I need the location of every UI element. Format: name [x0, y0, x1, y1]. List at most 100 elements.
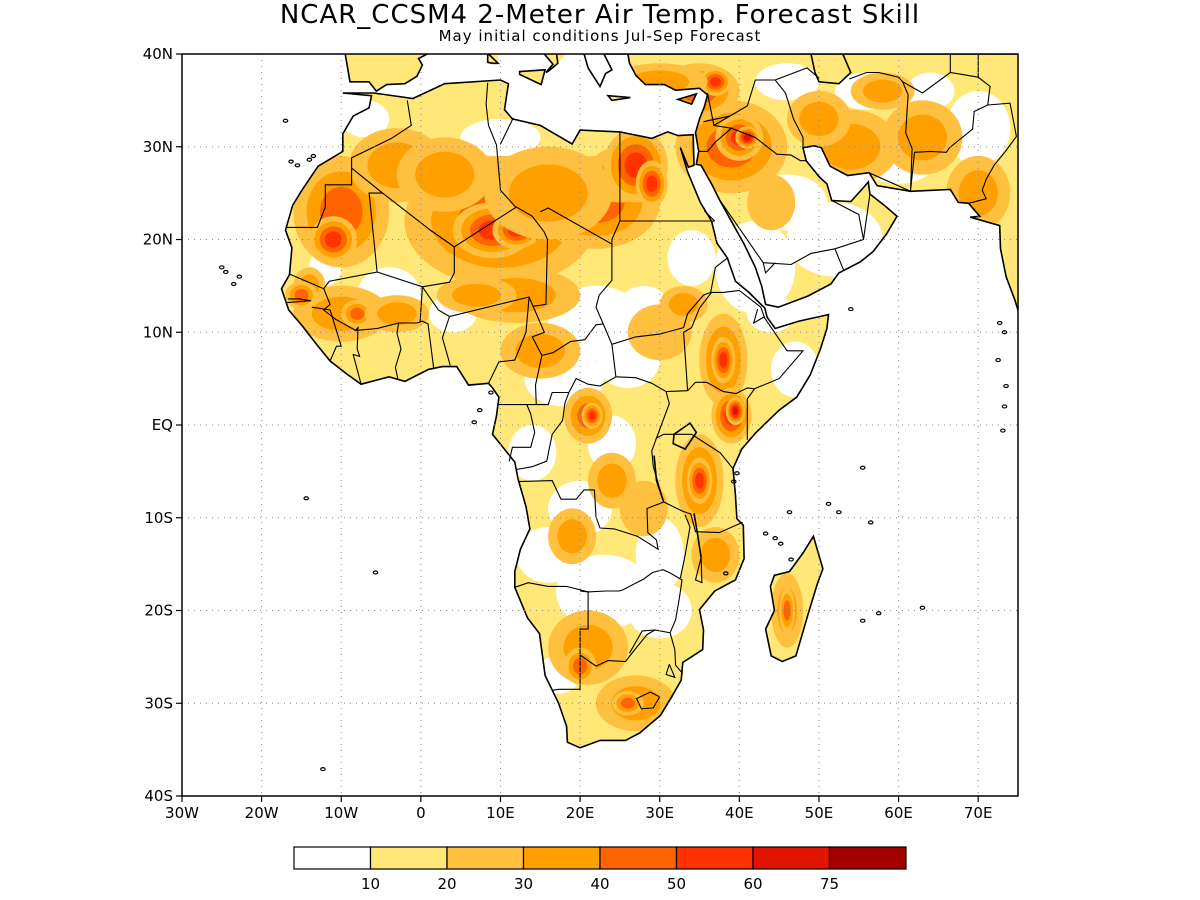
- island: [230, 281, 237, 287]
- island: [859, 465, 866, 470]
- skill-contour: [719, 351, 728, 369]
- skill-contour: [783, 600, 791, 621]
- island: [288, 159, 294, 164]
- island: [372, 570, 379, 575]
- lat-label: 40N: [143, 45, 173, 63]
- axis-ticks: [176, 53, 979, 802]
- island: [219, 265, 225, 270]
- skill-contour: [619, 480, 668, 537]
- skill-contour: [646, 175, 658, 192]
- skill-contour: [508, 164, 588, 222]
- border-path: [862, 194, 871, 240]
- lat-label: 20S: [144, 602, 173, 620]
- legend-swatch: [522, 846, 601, 870]
- legend-swatch: [675, 846, 754, 870]
- island: [730, 479, 737, 484]
- island: [825, 501, 832, 506]
- legend-level: 10: [361, 875, 380, 893]
- gridlines: [182, 54, 1018, 796]
- caspian-coast: [810, 54, 852, 85]
- border-path: [351, 100, 412, 169]
- border-path: [775, 67, 820, 81]
- island: [1001, 404, 1008, 409]
- skill-contour: [732, 407, 739, 416]
- border-path: [629, 629, 655, 654]
- country-borders: [285, 54, 1017, 710]
- island: [488, 390, 494, 395]
- no-skill-patch: [906, 72, 955, 110]
- coast-path: [627, 54, 1018, 313]
- legend-level: 50: [667, 875, 686, 893]
- border-path: [762, 262, 776, 275]
- legend-swatch: [752, 846, 831, 870]
- border-path: [718, 199, 865, 266]
- border-path: [285, 168, 353, 228]
- island: [222, 269, 229, 275]
- island: [847, 306, 854, 312]
- lon-label: 30W: [165, 804, 199, 822]
- island: [996, 320, 1003, 326]
- border-path: [968, 102, 1017, 204]
- map-subtitle: May initial conditions Jul-Sep Forecast: [438, 27, 762, 45]
- island: [1003, 383, 1009, 389]
- lat-label: 40S: [144, 787, 173, 805]
- coast-path: [344, 54, 428, 93]
- coast-path: [764, 534, 824, 663]
- island: [772, 536, 778, 541]
- island: [282, 118, 289, 123]
- border-path: [595, 244, 728, 345]
- border-path: [698, 124, 733, 152]
- border-path: [683, 289, 762, 391]
- border-path: [421, 206, 549, 318]
- island: [303, 496, 310, 501]
- lon-label: 10W: [324, 804, 358, 822]
- border-path: [419, 286, 423, 323]
- border-path: [703, 210, 716, 222]
- border-path: [752, 308, 766, 325]
- lat-label: 10N: [143, 323, 173, 341]
- legend-level: 40: [590, 875, 609, 893]
- skill-contour: [862, 79, 903, 103]
- coastline: [280, 54, 1018, 749]
- skill-contour: [515, 333, 565, 368]
- island: [788, 557, 794, 562]
- island: [294, 163, 301, 168]
- lake-malawi: [693, 512, 702, 558]
- border-path: [541, 323, 604, 356]
- coast-path: [606, 94, 631, 102]
- skill-contour: [799, 101, 839, 137]
- border-path: [552, 590, 589, 691]
- coast-path: [583, 54, 628, 89]
- skill-contour: [557, 519, 587, 554]
- lon-label: 30E: [645, 804, 674, 822]
- lon-label: 0: [416, 804, 426, 822]
- legend-swatch: [599, 846, 678, 870]
- legend-level: 60: [743, 875, 762, 893]
- color-legend: 10 20 30 40 50 60 75: [293, 846, 907, 893]
- border-path: [495, 144, 517, 208]
- legend-level: 75: [820, 875, 839, 893]
- island: [236, 274, 243, 279]
- border-path: [531, 306, 546, 405]
- border-path: [611, 344, 756, 400]
- border-path: [651, 437, 743, 534]
- border-path: [311, 306, 342, 362]
- skill-contour: [897, 114, 948, 161]
- no-skill-patch: [683, 656, 716, 695]
- no-skill-patch: [667, 230, 716, 286]
- island: [762, 531, 769, 536]
- island: [476, 408, 483, 413]
- skill-contour: [743, 134, 751, 141]
- no-skill-patch: [786, 202, 883, 277]
- island: [777, 541, 784, 546]
- legend-swatch: [369, 846, 448, 870]
- border-path: [518, 480, 664, 551]
- skill-contour: [597, 463, 627, 498]
- island: [919, 605, 926, 610]
- lon-label: 10E: [486, 804, 515, 822]
- coast-path: [486, 54, 501, 65]
- island: [722, 571, 729, 576]
- lat-label: 30N: [143, 138, 173, 156]
- legend-swatch: [828, 846, 907, 870]
